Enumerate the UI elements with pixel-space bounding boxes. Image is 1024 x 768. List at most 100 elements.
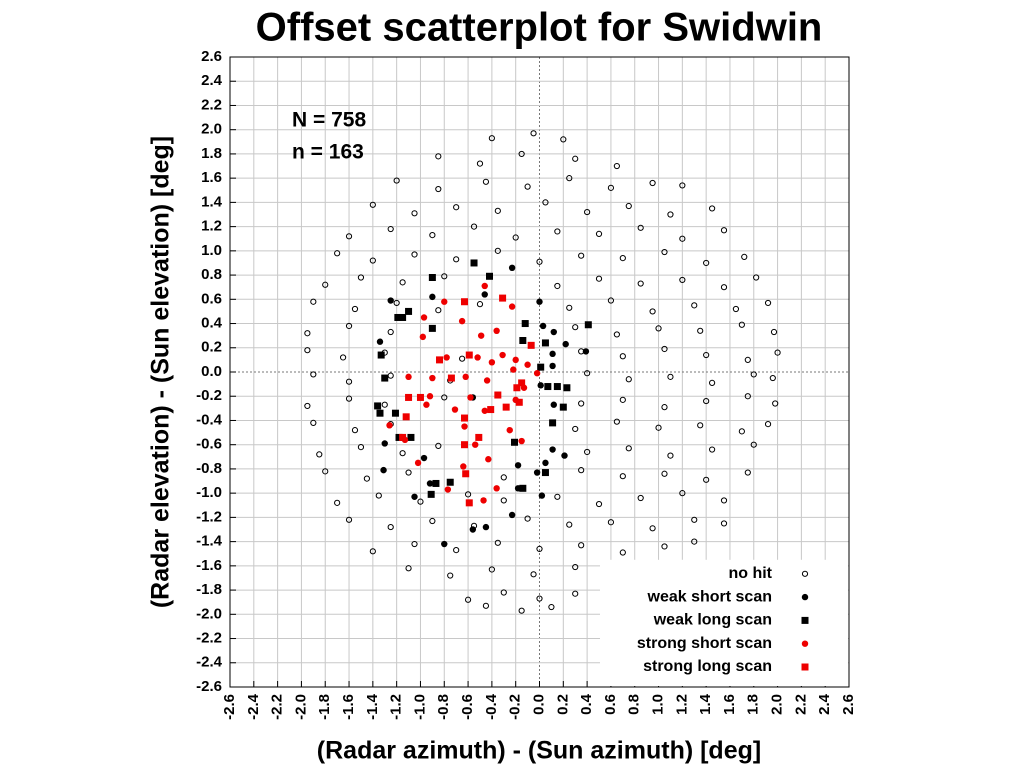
point <box>476 301 484 308</box>
point <box>475 433 483 441</box>
point <box>560 136 567 143</box>
point <box>446 478 454 486</box>
point <box>458 317 466 325</box>
point <box>554 228 561 235</box>
point <box>345 516 353 523</box>
x-tick-label: 0.0 <box>530 694 547 715</box>
point <box>429 517 436 525</box>
point <box>477 332 485 339</box>
point <box>461 298 469 306</box>
point <box>508 264 516 272</box>
point <box>351 305 359 313</box>
point <box>451 406 459 413</box>
point <box>506 426 513 434</box>
point <box>619 473 626 480</box>
point <box>411 251 418 258</box>
point <box>607 519 615 526</box>
point <box>428 274 436 281</box>
point <box>429 231 436 239</box>
point <box>316 451 323 458</box>
point <box>429 293 436 301</box>
point <box>405 469 412 476</box>
point <box>461 414 469 422</box>
grid <box>229 56 850 688</box>
point <box>500 589 507 596</box>
point <box>474 354 481 361</box>
point <box>578 542 585 549</box>
point <box>518 437 525 445</box>
point <box>310 371 317 378</box>
point <box>441 394 448 401</box>
point <box>549 362 556 370</box>
y-axis-label: (Radar elevation) - (Sun elevation) [deg… <box>147 136 175 608</box>
point <box>374 402 382 410</box>
point <box>637 494 644 502</box>
x-tick-label: 1.6 <box>721 694 738 715</box>
point <box>550 401 557 408</box>
point <box>697 327 704 334</box>
legend-marker <box>801 640 809 647</box>
point <box>533 370 541 377</box>
x-tick-label: 2.0 <box>769 694 786 715</box>
point <box>420 314 428 321</box>
point <box>584 370 591 377</box>
point <box>550 328 557 336</box>
point <box>508 511 516 519</box>
point <box>453 256 460 263</box>
point <box>386 422 393 429</box>
point <box>339 354 347 361</box>
x-tick-label: -0.6 <box>459 694 476 720</box>
point <box>530 571 537 578</box>
point <box>494 247 501 254</box>
point <box>399 433 407 441</box>
point <box>584 321 592 329</box>
x-tick-label: 1.4 <box>697 693 714 715</box>
y-tick-label: 2.6 <box>201 48 222 65</box>
x-tick-label: -1.8 <box>316 694 333 720</box>
legend-label: strong short scan <box>637 635 772 652</box>
point <box>772 400 779 407</box>
chart-title: Offset scatterplot for Swidwin <box>256 6 823 50</box>
point <box>679 235 686 242</box>
point <box>405 393 413 401</box>
x-tick-label: -0.4 <box>483 693 500 720</box>
point <box>720 284 728 291</box>
point <box>363 475 370 482</box>
point <box>513 384 521 392</box>
point <box>427 490 435 498</box>
point <box>524 361 531 368</box>
legend-marker <box>801 663 809 671</box>
point <box>435 442 442 450</box>
x-tick-label: -0.2 <box>507 694 524 720</box>
point <box>744 393 751 400</box>
point <box>613 162 620 170</box>
x-tick-label: -1.4 <box>364 693 381 720</box>
point <box>487 406 495 414</box>
point <box>738 321 745 328</box>
point <box>539 322 547 330</box>
point <box>416 393 424 401</box>
point <box>426 480 434 487</box>
point <box>376 338 384 345</box>
point <box>375 492 382 499</box>
point <box>488 359 496 366</box>
point <box>750 371 757 378</box>
point <box>476 160 484 167</box>
point <box>494 207 501 214</box>
x-tick-label: -2.0 <box>292 694 309 720</box>
point <box>619 396 626 403</box>
y-tick-label: 0.0 <box>201 363 222 380</box>
point <box>561 452 568 459</box>
point <box>548 603 555 611</box>
point <box>481 407 488 414</box>
point <box>753 274 760 281</box>
point <box>637 280 644 287</box>
y-tick-label: -0.4 <box>196 411 223 428</box>
point <box>530 130 537 137</box>
point <box>377 351 385 359</box>
x-tick-label: -2.6 <box>221 694 238 720</box>
point <box>510 366 517 373</box>
point <box>502 403 510 411</box>
point <box>750 441 757 448</box>
